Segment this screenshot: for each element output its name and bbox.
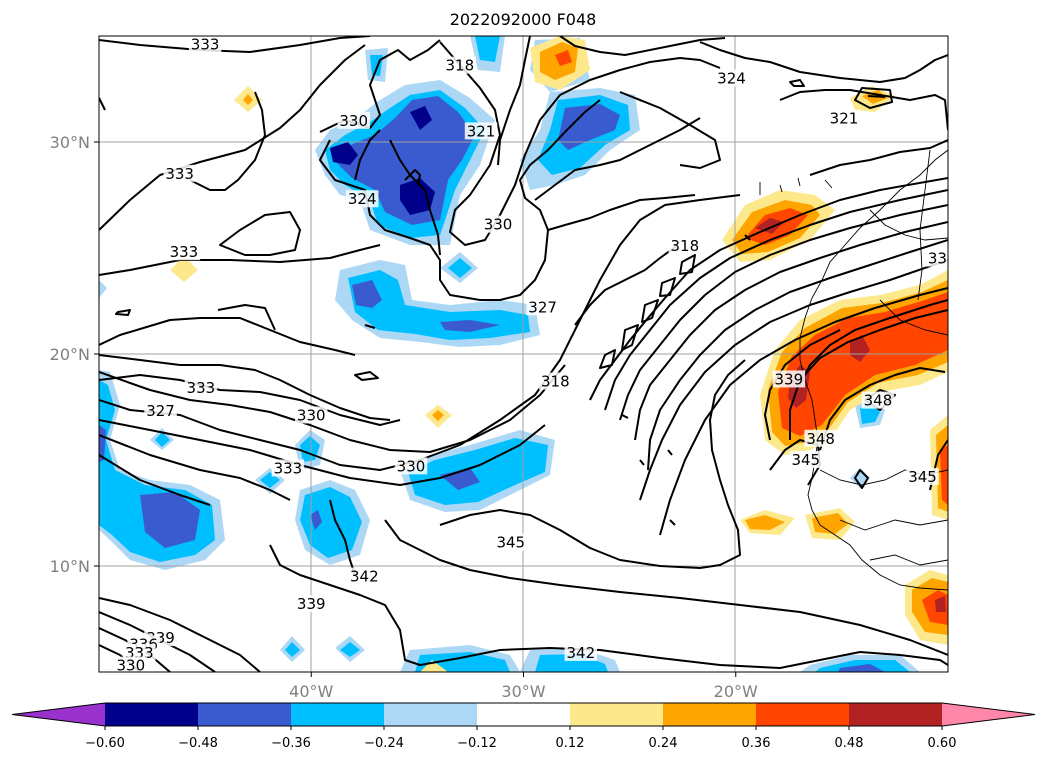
contour-label-halo	[167, 243, 201, 261]
contour-label-halo	[295, 406, 328, 424]
colorbar-swatch	[477, 703, 571, 726]
contour-label-halo	[564, 643, 598, 661]
contour-label-halo	[526, 298, 559, 316]
colorbar-swatch	[105, 703, 199, 726]
contour-label: 348	[864, 392, 893, 410]
shading-royal-blue	[99, 96, 885, 672]
contour-label: 327	[146, 402, 175, 420]
colorbar-tick-label: 0.12	[556, 736, 585, 751]
colorbar-swatch	[849, 703, 943, 726]
contour-label: 324	[348, 190, 377, 208]
contour-label-halo	[906, 467, 939, 485]
contour-label-halo	[804, 429, 837, 447]
colorbar-tick-label: −0.24	[364, 736, 404, 751]
y-tick-label: 20°N	[50, 345, 90, 364]
contour-label: 348	[806, 430, 835, 448]
colorbar-swatch	[198, 703, 292, 726]
colorbar-swatch	[384, 703, 478, 726]
contour-label: 342	[566, 644, 595, 662]
contour-label: 333	[191, 35, 220, 53]
y-tick-label: 10°N	[50, 557, 90, 576]
contour-label-halo	[715, 69, 748, 87]
colorbar-tick-label: 0.60	[928, 736, 957, 751]
colorbar-tick-label: −0.36	[271, 736, 311, 751]
contour-label: 321	[467, 122, 496, 140]
contour-label: 342	[350, 568, 379, 586]
contour-label-halo	[394, 457, 428, 475]
contour-label: 318	[541, 373, 570, 391]
contour-label-halo	[295, 595, 328, 613]
colorbar-tick-label: 0.36	[742, 736, 771, 751]
contour-label: 333	[170, 243, 199, 261]
colorbar-tick-label: −0.48	[178, 736, 218, 751]
contour-label: 318	[446, 57, 475, 75]
colorbar-tick-label: −0.12	[457, 736, 497, 751]
contour-label-halo	[163, 164, 196, 182]
contour-label-halo	[464, 122, 498, 140]
contour-label-halo	[861, 391, 895, 409]
contour-label: 318	[670, 237, 699, 255]
contour-label-halo	[345, 190, 379, 208]
colorbar-tick-label: −0.60	[85, 736, 125, 751]
colorbar: −0.60 −0.48 −0.36 −0.24 −0.12 0.12 0.24 0.36 0.4…	[11, 702, 1036, 751]
contour-label: 324	[717, 69, 746, 87]
contour-label-halo	[348, 567, 381, 585]
x-tick-label: 20°W	[714, 682, 758, 701]
contour-label-halo	[772, 370, 806, 388]
contour-label: 327	[528, 298, 557, 316]
contour-label-halo	[481, 215, 515, 233]
colorbar-swatch	[756, 703, 850, 726]
contour-label-halo	[184, 378, 218, 396]
axis-ticks: 40°W 30°W 20°W 30°N 20°N 10°N	[50, 133, 758, 701]
colorbar-tick-label: 0.24	[649, 736, 678, 751]
contour-label-halo	[188, 36, 222, 53]
contour-label-halo	[925, 249, 948, 267]
contour-label: 330	[297, 406, 326, 424]
contour-label-halo	[789, 451, 823, 468]
contour-label: 345	[908, 468, 937, 486]
contour-label: 333	[165, 165, 194, 183]
contour-label: 345	[496, 534, 525, 552]
contour-label-halo	[337, 111, 370, 129]
contour-label: 339	[774, 370, 803, 388]
colorbar-extend-low	[12, 703, 105, 726]
contour-label: 339	[297, 595, 326, 613]
contour-label: 345	[791, 451, 820, 469]
contour-label-halo	[827, 109, 861, 127]
contour-label: 330	[484, 216, 513, 234]
y-tick-label: 30°N	[50, 133, 90, 152]
shading-navy	[330, 106, 435, 215]
contour-label: 321	[830, 110, 859, 128]
colorbar-swatch	[663, 703, 757, 726]
x-tick-label: 40°W	[289, 682, 333, 701]
contour-label: 333	[187, 379, 216, 397]
colorbar-extend-high	[942, 703, 1035, 726]
contour-label: 330	[339, 112, 368, 130]
contour-label-halo	[271, 459, 305, 477]
contour-label-halo	[443, 56, 477, 74]
gridlines	[99, 36, 948, 672]
contour-label-halo	[539, 372, 572, 390]
contour-label-halo	[144, 402, 177, 420]
contour-label-halo	[494, 533, 528, 551]
contour-label-halo	[668, 236, 702, 254]
contour-label: 330	[117, 657, 146, 675]
colorbar-swatch	[291, 703, 385, 726]
colorbar-tick-label: 0.48	[835, 736, 864, 751]
colorbar-swatch	[570, 703, 664, 726]
contour-label: 333	[274, 459, 303, 477]
contour-label-halo	[114, 656, 148, 672]
x-tick-label: 30°W	[501, 682, 545, 701]
contour-label: 330	[397, 457, 426, 475]
chart-title: 2022092000 F048	[450, 10, 597, 29]
contour-label: 33	[928, 250, 947, 268]
